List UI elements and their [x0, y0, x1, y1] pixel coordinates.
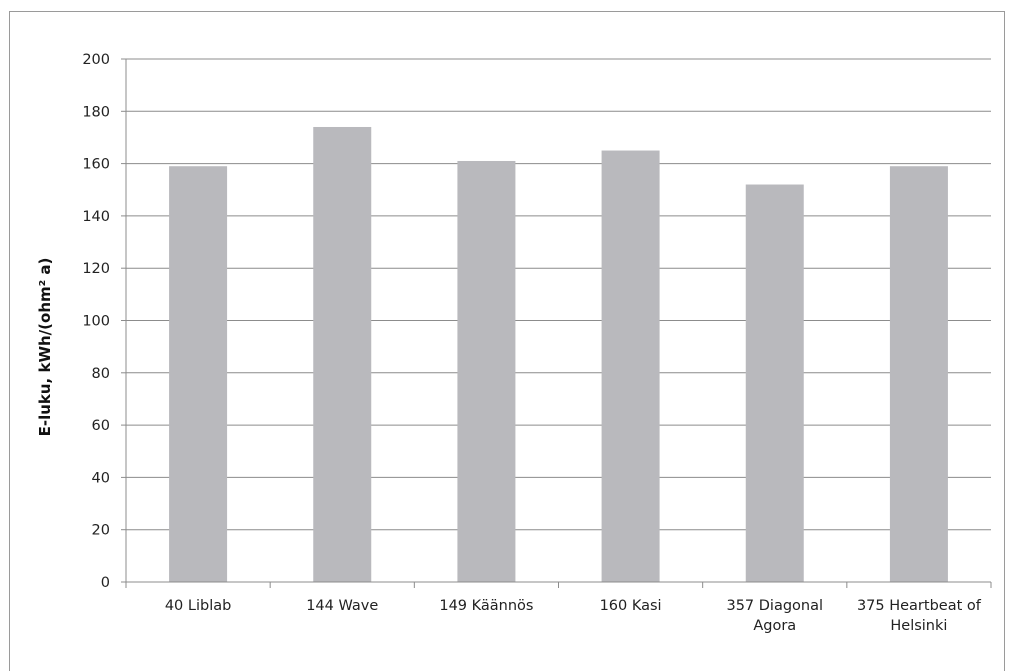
bar — [889, 166, 948, 582]
x-tick-label: 357 Diagonal Agora — [726, 598, 823, 634]
bar — [313, 126, 372, 583]
x-tick-label: 144 Wave — [306, 598, 378, 614]
bar — [457, 160, 516, 583]
x-tick-label: 40 Liblab — [165, 598, 232, 614]
y-axis-title: E-luku, kWh/(ohm² a) — [36, 258, 54, 437]
bars — [169, 126, 948, 583]
y-tick-label: 140 — [82, 209, 110, 225]
x-tick-label-line: Helsinki — [890, 618, 947, 634]
y-tick-label: 0 — [101, 575, 110, 591]
x-tick-label-line: 40 Liblab — [165, 598, 232, 614]
y-tick-label: 160 — [82, 157, 110, 173]
x-tick-label-line: Agora — [753, 618, 796, 634]
y-tick-label: 120 — [82, 261, 110, 277]
y-tick-label: 80 — [92, 366, 110, 382]
x-tick-label-line: 144 Wave — [306, 598, 378, 614]
y-tick-label: 20 — [92, 523, 110, 539]
bar — [169, 166, 228, 582]
x-tick-label: 375 Heartbeat of Helsinki — [857, 598, 982, 634]
y-tick-label: 100 — [82, 314, 110, 330]
x-tick-labels: 40 Liblab 144 Wave 149 Käännös 160 Kasi 357 … — [165, 598, 982, 634]
x-tick-label-line: 160 Kasi — [600, 598, 662, 614]
x-tick-label-line: 149 Käännös — [439, 598, 533, 614]
y-tick-labels: 0 20 40 60 80 100 120 140 160 180 200 — [82, 52, 110, 591]
x-tick-label: 160 Kasi — [600, 598, 662, 614]
bar — [601, 150, 660, 582]
gridlines — [126, 58, 991, 531]
x-tick-label: 149 Käännös — [439, 598, 533, 614]
axes — [121, 58, 992, 588]
y-tick-label: 200 — [82, 52, 110, 68]
x-tick-label-line: 375 Heartbeat of — [857, 598, 982, 614]
y-tick-label: 60 — [92, 418, 110, 434]
x-tick-label-line: 357 Diagonal — [726, 598, 823, 614]
y-tick-label: 180 — [82, 104, 110, 120]
y-tick-label: 40 — [92, 470, 110, 486]
bar — [745, 184, 804, 582]
